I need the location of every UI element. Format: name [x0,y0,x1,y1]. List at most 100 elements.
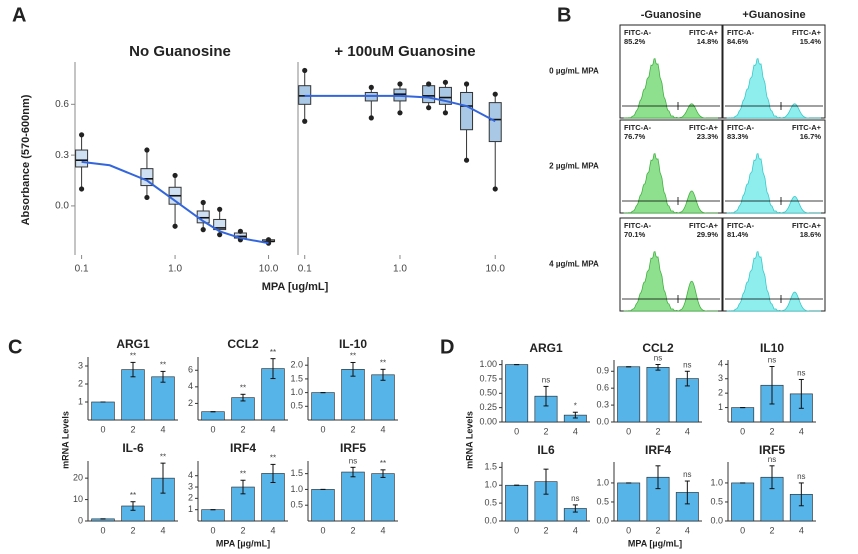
y-tick-label: 1.5 [290,468,303,478]
point [368,84,374,90]
significance: ns [683,360,691,369]
gate-name: FITC-A+ [689,28,719,37]
panel-label: C [8,336,22,358]
y-tick-label: 0.0 [596,515,609,525]
y-tick-label: 2 [718,388,723,398]
y-tick-label: 6 [188,365,193,375]
y-tick-label: 0.0 [710,515,723,525]
y-tick-label: 0.5 [596,496,609,506]
y-tick-label: 20 [73,473,83,483]
y-tick-label: 3 [78,360,83,370]
x-tick-label: 0 [740,525,745,535]
point [463,157,470,163]
y-tick-label: 1 [718,402,723,412]
chart-title: IRF4 [230,441,256,455]
bar [341,369,365,421]
x-tick-label: 4 [799,426,804,436]
bar [505,364,529,423]
x-tick-label: 4 [160,424,165,434]
significance: ns [683,470,691,479]
chart-title: IL-10 [339,337,367,351]
y-tick-label: 10 [73,494,83,504]
y-tick-label: 1.0 [596,477,609,487]
y-axis-label: mRNA Levels [464,411,474,469]
significance: ** [240,469,246,478]
point [217,206,223,212]
significance: ns [797,472,805,481]
bar [505,484,529,522]
x-axis-label: MPA [µg/mL] [216,538,270,548]
significance: ns [768,356,776,365]
y-tick-label: 1 [78,396,83,406]
point [200,227,206,233]
chart-title: CCL2 [642,341,674,355]
gate-name: FITC-A- [624,123,652,132]
x-tick-label: 0 [740,426,745,436]
y-tick-label: 0.5 [710,496,723,506]
x-tick-label: 2 [240,424,245,434]
gate-percent: 85.2% [624,37,646,46]
y-tick-label: 0.75 [479,373,497,383]
bar [646,367,670,423]
point [237,228,244,234]
x-tick-label: 0 [514,525,519,535]
bar [731,407,755,423]
chart-title: IRF5 [759,443,785,457]
box [213,218,227,231]
gate-name: FITC-A- [727,28,755,37]
x-tick-label: 0 [514,426,519,436]
point [78,186,85,192]
chart-title: CCL2 [227,337,259,351]
bar [617,366,641,423]
y-tick-label: 1.0 [290,387,303,397]
y-tick-label: 0.0 [596,416,609,426]
panel-label: B [557,4,571,26]
significance: ** [240,383,246,392]
y-tick-label: 2 [188,398,193,408]
gate-name: FITC-A+ [792,28,822,37]
x-tick-label: 2 [655,525,660,535]
significance: ** [130,491,136,500]
x-tick-label: 2 [655,426,660,436]
gate-percent: 70.1% [624,230,646,239]
histogram [623,251,718,312]
significance: ns [768,455,776,464]
x-tick-label: 4 [380,424,385,434]
significance: ** [270,454,276,463]
y-tick-label: 2 [188,493,193,503]
gate-percent: 18.6% [800,230,822,239]
significance: ns [349,456,357,465]
x-tick-label: 1.0 [393,264,407,275]
x-tick-label: 4 [573,426,578,436]
x-tick-label: 0.1 [75,264,89,275]
column-header: +Guanosine [742,9,805,21]
chart-title: IL10 [760,341,784,355]
histogram [726,153,821,214]
gate-name: FITC-A+ [689,221,719,230]
gate-percent: 29.9% [697,230,719,239]
point [397,81,403,87]
bar [91,401,115,421]
point [492,186,498,192]
chart-title: IL6 [537,443,555,457]
x-tick-label: 0 [626,426,631,436]
chart-title: IL-6 [122,441,144,455]
y-tick-label: 1.5 [484,462,497,472]
y-tick-label: 1.0 [710,477,723,487]
x-tick-label: 4 [799,525,804,535]
x-axis-label: MPA [µg/mL] [628,538,682,548]
x-tick-label: 2 [350,424,355,434]
y-tick-label: 0 [78,515,83,525]
significance: ** [270,348,276,357]
significance: ns [542,376,550,385]
gate-percent: 14.8% [697,37,719,46]
histogram [726,251,821,312]
gate-name: FITC-A- [727,221,755,230]
fit-line [304,94,496,123]
bar [731,482,755,522]
y-tick-label: 0.3 [596,399,609,409]
y-tick-label: 3 [188,481,193,491]
point [463,81,470,87]
point [302,118,308,124]
y-tick-label: 0.6 [596,383,609,393]
